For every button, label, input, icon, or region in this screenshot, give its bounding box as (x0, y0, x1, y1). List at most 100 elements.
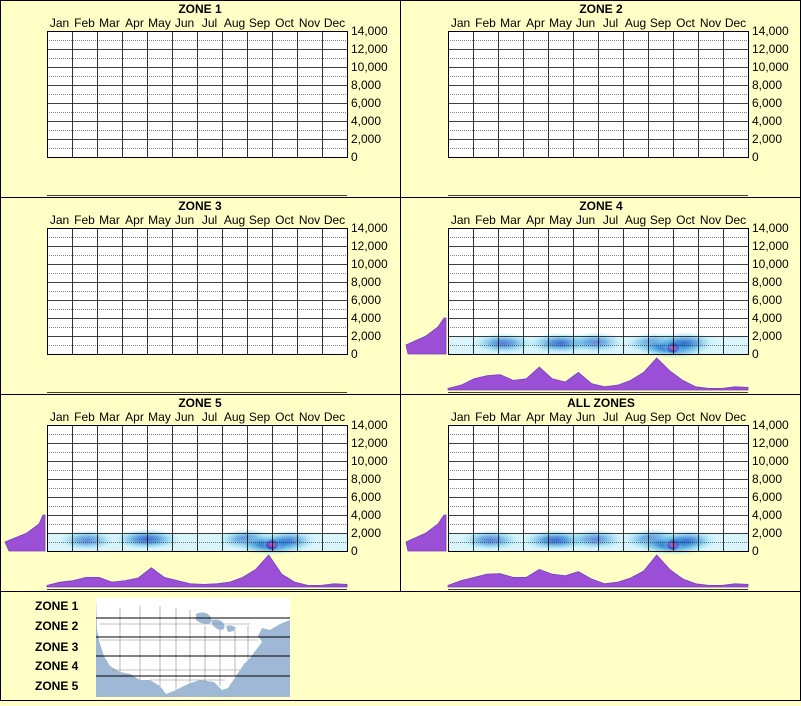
y-tick-zone-3-6: 2,000 (351, 329, 381, 343)
month-label-zone-1-aug: Aug (224, 16, 245, 30)
heat-spot-zone-4-2 (565, 331, 626, 354)
y-tick-all-zones-3: 8,000 (752, 472, 782, 486)
month-label-zone-5-dec: Dec (324, 410, 345, 424)
month-label-zone-4-feb: Feb (475, 213, 496, 227)
month-label-zone-1-apr: Apr (125, 16, 144, 30)
month-label-zone-3-jul: Jul (202, 213, 217, 227)
month-label-zone-5-sep: Sep (249, 410, 271, 424)
month-label-zone-5-nov: Nov (299, 410, 320, 424)
y-tick-all-zones-5: 4,000 (752, 508, 782, 522)
y-tick-all-zones-0: 14,000 (752, 418, 789, 432)
y-tick-zone-2-6: 2,000 (752, 132, 782, 146)
plot-area-zone-1 (47, 31, 347, 157)
y-tick-zone-1-4: 6,000 (351, 96, 381, 110)
month-label-zone-4-jun: Jun (576, 213, 595, 227)
y-tick-all-zones-1: 12,000 (752, 436, 789, 450)
month-label-zone-1-jul: Jul (202, 16, 217, 30)
heat-spot-all-zones-5 (657, 529, 719, 551)
month-label-zone-4-dec: Dec (725, 213, 746, 227)
month-label-all-zones-dec: Dec (725, 410, 746, 424)
month-label-zone-1-feb: Feb (74, 16, 95, 30)
heat-spot-zone-5-4 (260, 529, 319, 551)
zone-legend-svg: ZONE 1 ZONE 2 ZONE 3 ZONE 4 ZONE 5 (35, 598, 290, 697)
month-label-zone-4-sep: Sep (650, 213, 672, 227)
month-label-all-zones-aug: Aug (625, 410, 646, 424)
month-label-zone-1-mar: Mar (99, 16, 120, 30)
chart-svg-all-zones: ALL ZONES Jan Feb Mar Apr May Jun Jul Aug Sep Oct N… (405, 396, 789, 590)
y-tick-zone-4-1: 12,000 (752, 239, 789, 253)
zone-legend-label-2: ZONE 2 (35, 619, 79, 633)
month-label-zone-3-oct: Oct (275, 213, 294, 227)
zone-legend-label-5: ZONE 5 (35, 679, 79, 693)
y-tick-zone-1-7: 0 (351, 150, 358, 164)
y-tick-zone-5-3: 8,000 (351, 472, 381, 486)
month-label-zone-4-nov: Nov (700, 213, 721, 227)
y-tick-zone-4-6: 2,000 (752, 329, 782, 343)
chart-svg-zone-2: ZONE 2 Jan Feb Mar Apr May Jun Jul Aug Sep Oct Nov D… (448, 2, 789, 196)
chart-title-zone-3: ZONE 3 (178, 199, 222, 213)
heat-spot-zone-4-0 (471, 332, 535, 354)
chart-panel-zone-2: ZONE 2 Jan Feb Mar Apr May Jun Jul Aug Sep Oct Nov D… (402, 1, 801, 197)
month-label-zone-4-apr: Apr (526, 213, 545, 227)
month-label-zone-4-jul: Jul (603, 213, 618, 227)
elevation-profile-all-zones (405, 514, 447, 552)
y-tick-zone-4-7: 0 (752, 347, 759, 361)
chart-svg-zone-3: ZONE 3 Jan Feb Mar Apr May Jun Jul Aug Sep Oct Nov D… (47, 199, 388, 393)
y-tick-zone-4-5: 4,000 (752, 311, 782, 325)
zone-legend-label-4: ZONE 4 (35, 659, 79, 673)
month-label-zone-2-jul: Jul (603, 16, 618, 30)
chart-svg-zone-5: ZONE 5 Jan Feb Mar Apr May Jun Jul Aug Sep Oct Nov D… (4, 396, 388, 590)
y-tick-zone-1-6: 2,000 (351, 132, 381, 146)
y-tick-zone-2-0: 14,000 (752, 24, 789, 38)
month-label-zone-3-nov: Nov (299, 213, 320, 227)
y-tick-all-zones-4: 6,000 (752, 490, 782, 504)
chart-title-zone-5: ZONE 5 (178, 396, 222, 410)
y-tick-zone-1-1: 12,000 (351, 42, 388, 56)
y-tick-zone-3-7: 0 (351, 347, 358, 361)
month-label-zone-5-jan: Jan (50, 410, 69, 424)
month-label-zone-5-oct: Oct (275, 410, 294, 424)
y-tick-zone-1-5: 4,000 (351, 114, 381, 128)
month-label-all-zones-jul: Jul (603, 410, 618, 424)
y-tick-zone-5-1: 12,000 (351, 436, 388, 450)
month-profile-zone-5 (46, 554, 348, 588)
month-label-all-zones-jun: Jun (576, 410, 595, 424)
month-label-zone-5-mar: Mar (99, 410, 120, 424)
us-map-image (96, 598, 290, 697)
month-label-zone-2-nov: Nov (700, 16, 721, 30)
heat-spot-zone-5-0 (57, 529, 117, 551)
elevation-profile-zone-4 (405, 317, 447, 355)
y-tick-zone-2-4: 6,000 (752, 96, 782, 110)
month-label-zone-2-feb: Feb (475, 16, 496, 30)
heat-spot-zone-4-5 (654, 331, 717, 354)
month-label-zone-1-jun: Jun (175, 16, 194, 30)
y-tick-zone-5-0: 14,000 (351, 418, 388, 432)
month-label-zone-1-nov: Nov (299, 16, 320, 30)
month-label-zone-3-feb: Feb (74, 213, 95, 227)
month-label-zone-2-dec: Dec (725, 16, 746, 30)
month-label-zone-3-jan: Jan (50, 213, 69, 227)
month-profile-all-zones (447, 554, 749, 588)
y-tick-zone-3-5: 4,000 (351, 311, 381, 325)
month-label-zone-1-jan: Jan (50, 16, 69, 30)
month-label-zone-5-aug: Aug (224, 410, 245, 424)
y-tick-zone-3-1: 12,000 (351, 239, 388, 253)
y-tick-zone-5-6: 2,000 (351, 526, 381, 540)
plot-area-zone-2 (448, 31, 748, 157)
y-tick-all-zones-6: 2,000 (752, 526, 782, 540)
month-label-zone-4-oct: Oct (676, 213, 695, 227)
y-tick-zone-4-3: 8,000 (752, 275, 782, 289)
month-label-zone-4-jan: Jan (451, 213, 470, 227)
y-tick-zone-5-2: 10,000 (351, 454, 388, 468)
month-label-zone-1-may: May (148, 16, 171, 30)
chart-title-zone-1: ZONE 1 (178, 2, 222, 16)
month-label-all-zones-feb: Feb (475, 410, 496, 424)
chart-title-all-zones: ALL ZONES (567, 396, 635, 410)
month-label-zone-2-jan: Jan (451, 16, 470, 30)
month-label-zone-2-apr: Apr (526, 16, 545, 30)
month-label-zone-5-jul: Jul (202, 410, 217, 424)
heat-spot-all-zones-2 (565, 528, 626, 551)
y-tick-zone-1-2: 10,000 (351, 60, 388, 74)
y-tick-zone-5-5: 4,000 (351, 508, 381, 522)
month-profile-zone-4 (447, 357, 749, 391)
